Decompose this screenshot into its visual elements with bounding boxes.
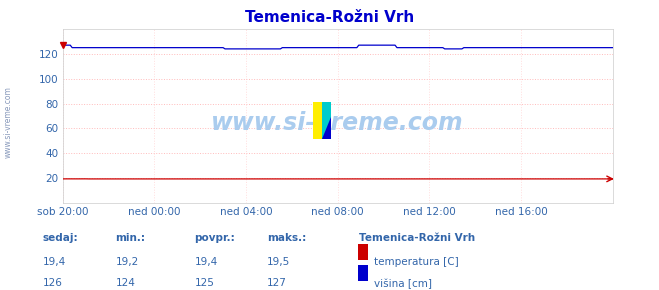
Text: maks.:: maks.:: [267, 233, 306, 243]
Text: 124: 124: [115, 278, 135, 288]
Text: 19,5: 19,5: [267, 257, 290, 267]
Text: sedaj:: sedaj:: [43, 233, 78, 243]
Bar: [322, 102, 331, 139]
Text: www.si-vreme.com: www.si-vreme.com: [212, 111, 464, 135]
Text: temperatura [C]: temperatura [C]: [374, 257, 459, 267]
Bar: [313, 102, 322, 139]
Text: 126: 126: [43, 278, 63, 288]
Text: 19,4: 19,4: [43, 257, 66, 267]
Text: www.si-vreme.com: www.si-vreme.com: [3, 86, 13, 158]
Text: min.:: min.:: [115, 233, 146, 243]
Text: 127: 127: [267, 278, 287, 288]
Text: Temenica-Rožni Vrh: Temenica-Rožni Vrh: [359, 233, 475, 243]
Text: Temenica-Rožni Vrh: Temenica-Rožni Vrh: [245, 10, 414, 25]
Text: 19,2: 19,2: [115, 257, 138, 267]
Polygon shape: [322, 117, 331, 139]
Text: višina [cm]: višina [cm]: [374, 278, 432, 289]
Text: povpr.:: povpr.:: [194, 233, 235, 243]
Text: 125: 125: [194, 278, 214, 288]
Text: 19,4: 19,4: [194, 257, 217, 267]
